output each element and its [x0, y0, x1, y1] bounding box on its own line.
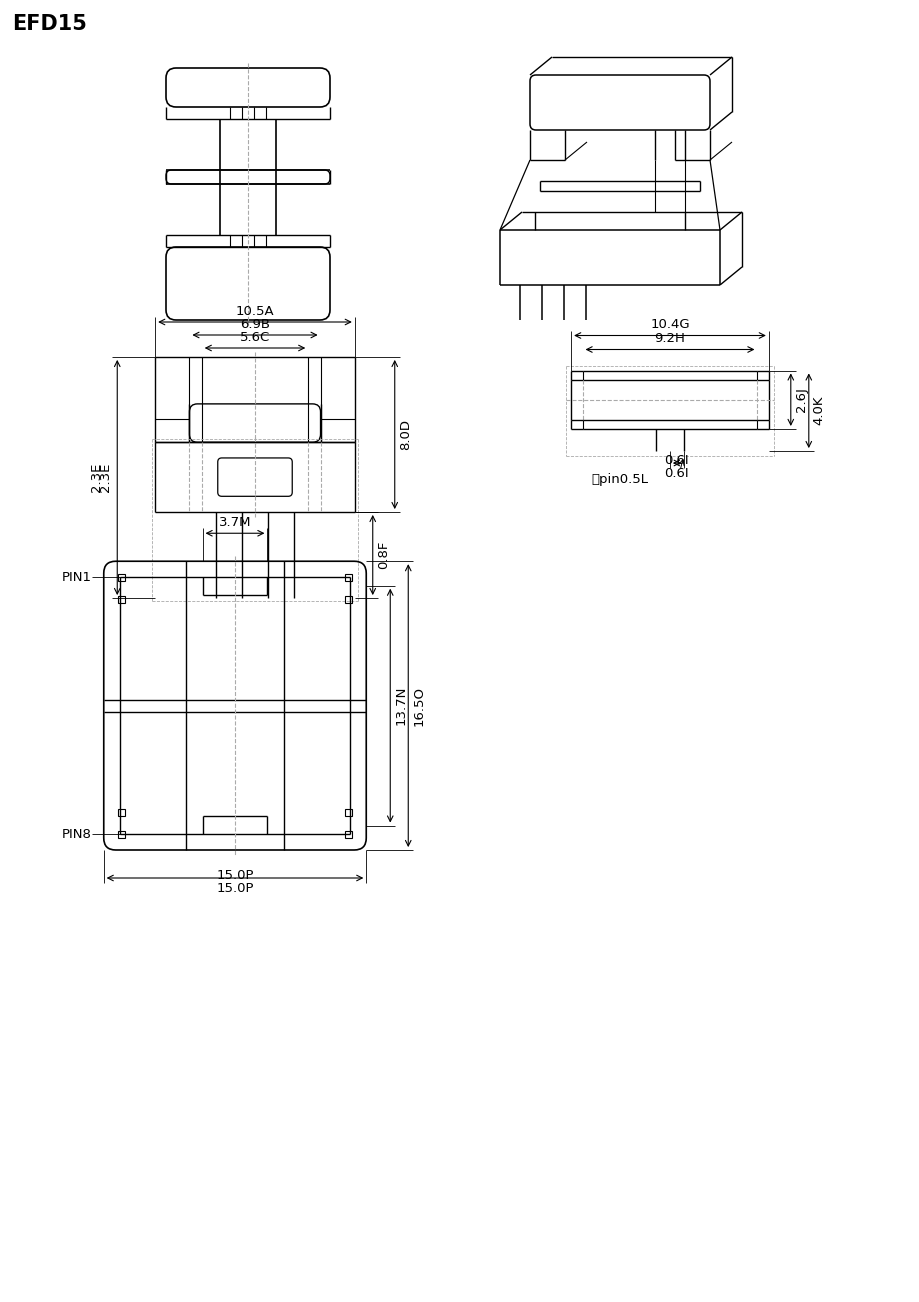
- Bar: [345, 596, 351, 603]
- Text: 0.6I: 0.6I: [664, 467, 688, 480]
- Text: 2.3E: 2.3E: [99, 462, 112, 492]
- Bar: [345, 574, 351, 581]
- Bar: [119, 596, 125, 603]
- Text: 6.9B: 6.9B: [240, 318, 269, 331]
- Text: 方pin0.5L: 方pin0.5L: [591, 473, 648, 486]
- Text: 2.6J: 2.6J: [794, 387, 807, 413]
- Text: 4.0K: 4.0K: [811, 396, 825, 426]
- Bar: [345, 831, 351, 837]
- Text: PIN8: PIN8: [62, 828, 92, 841]
- Text: 0.6I: 0.6I: [664, 454, 688, 467]
- Text: 5.6C: 5.6C: [240, 331, 270, 344]
- Bar: [119, 831, 125, 837]
- Text: 0.8F: 0.8F: [377, 540, 390, 569]
- Bar: [119, 809, 125, 815]
- Text: 10.4G: 10.4G: [650, 319, 689, 332]
- Text: 16.5O: 16.5O: [412, 686, 425, 725]
- Text: 8.0D: 8.0D: [398, 419, 412, 450]
- Text: 3.7M: 3.7M: [219, 517, 251, 529]
- Text: 15.0P: 15.0P: [216, 881, 254, 894]
- Bar: [345, 809, 351, 815]
- Text: 2.3E: 2.3E: [90, 462, 103, 492]
- Bar: [119, 574, 125, 581]
- Text: 13.7N: 13.7N: [394, 686, 407, 725]
- Text: 10.5A: 10.5A: [235, 305, 274, 318]
- Text: PIN1: PIN1: [62, 570, 92, 583]
- Text: 9.2H: 9.2H: [653, 332, 685, 345]
- Text: 15.0P: 15.0P: [216, 868, 254, 881]
- Text: EFD15: EFD15: [12, 14, 86, 34]
